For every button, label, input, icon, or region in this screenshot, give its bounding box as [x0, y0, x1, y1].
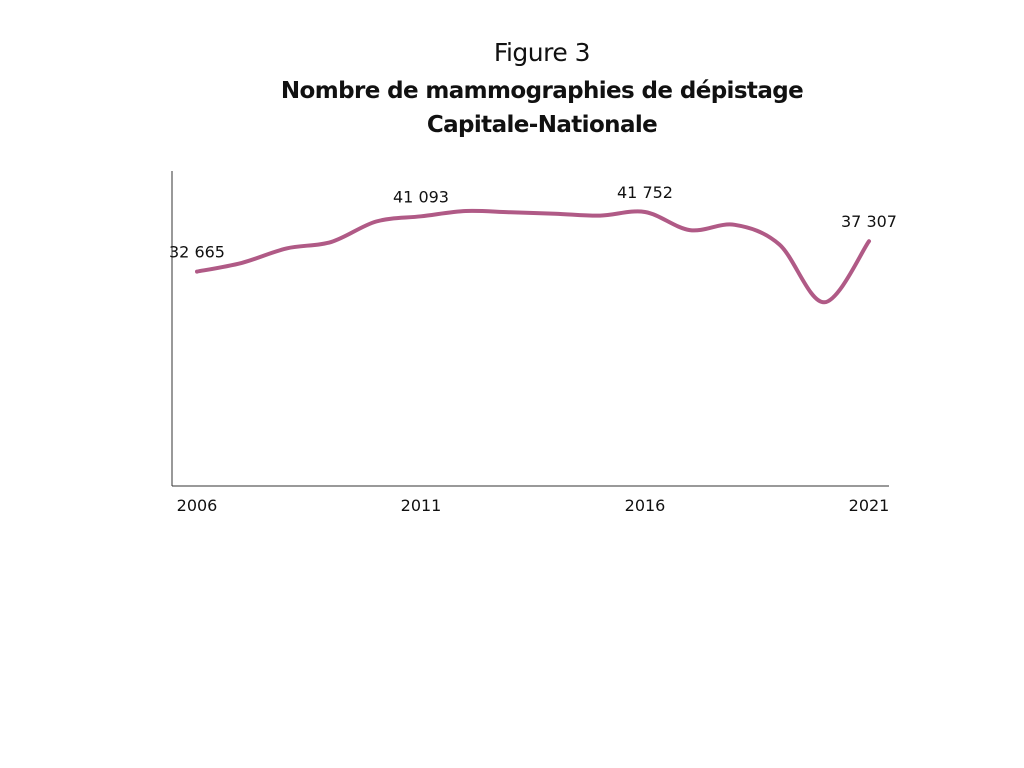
series-line [195, 208, 871, 305]
x-tick-layer: 2006 2011 2016 2021 [177, 496, 890, 515]
figure-label: Figure 3 [493, 38, 591, 67]
series-layer [195, 208, 871, 305]
data-label: 37 307 [841, 212, 897, 231]
x-tick-label: 2016 [625, 496, 666, 515]
data-label: 41 093 [393, 187, 449, 206]
x-tick-label: 2021 [849, 496, 890, 515]
data-label-layer: 32 665 41 093 41 752 37 307 [169, 183, 897, 262]
x-tick-label: 2011 [401, 496, 442, 515]
data-label: 32 665 [169, 243, 225, 262]
chart-title-line2: Capitale-Nationale [426, 112, 658, 138]
data-label: 41 752 [617, 183, 673, 202]
x-tick-label: 2006 [177, 496, 218, 515]
chart-title-line1: Nombre de mammographies de dépistage [280, 78, 804, 104]
